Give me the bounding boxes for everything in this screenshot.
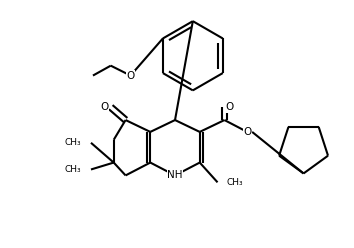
Text: NH: NH: [167, 170, 183, 180]
Text: O: O: [126, 70, 135, 81]
Text: CH₃: CH₃: [64, 165, 81, 174]
Text: CH₃: CH₃: [227, 178, 243, 187]
Text: CH₃: CH₃: [64, 138, 81, 147]
Text: O: O: [243, 127, 251, 137]
Text: O: O: [225, 102, 234, 112]
Text: O: O: [101, 102, 109, 112]
